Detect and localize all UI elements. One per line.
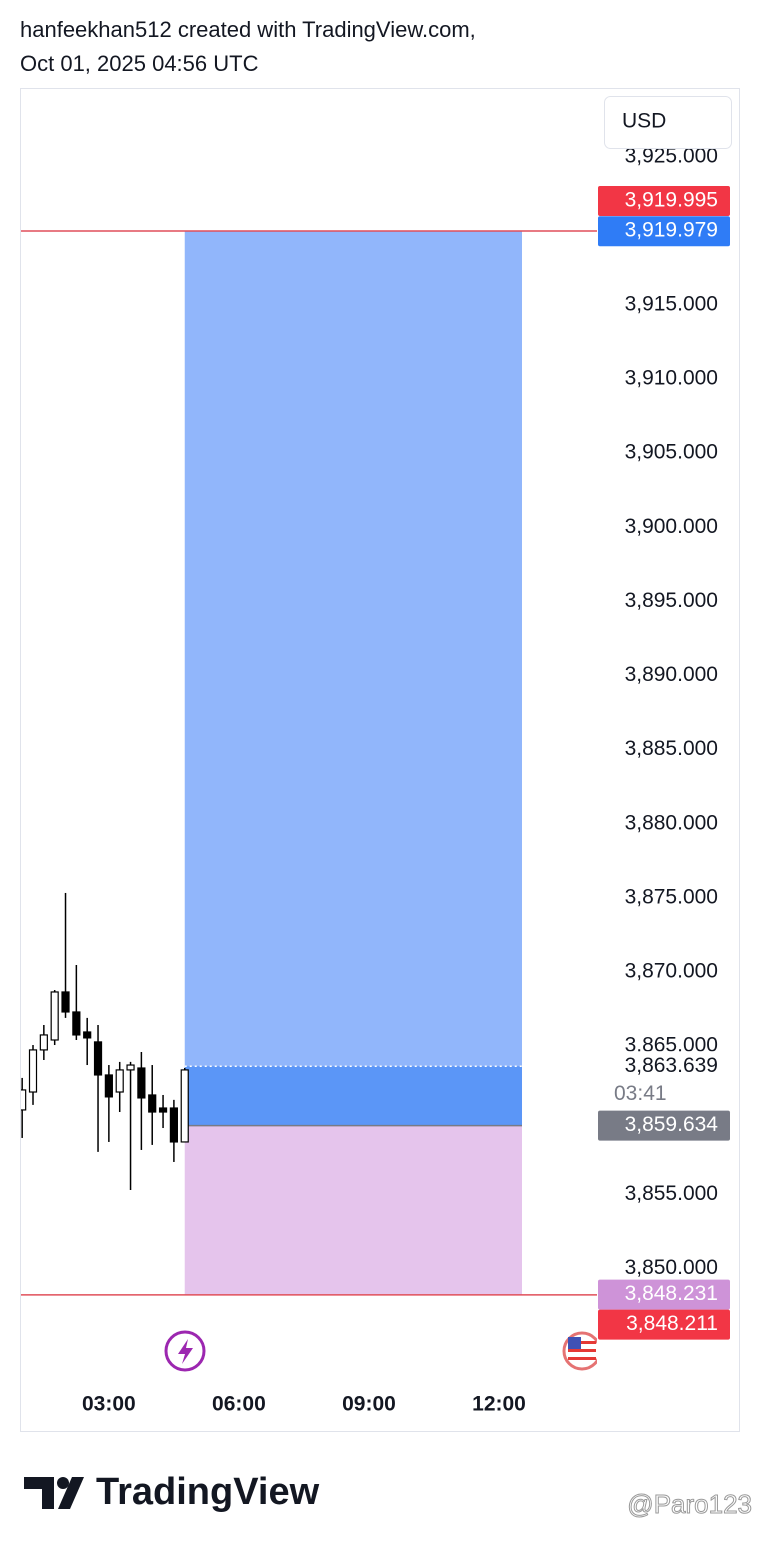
price-label-bg [598,216,730,247]
price-label-text: 3,919.995 [625,188,718,211]
x-tick-label: 03:00 [82,1393,136,1416]
events-icon[interactable] [164,1330,206,1372]
currency-box[interactable] [604,96,732,149]
candle-body [169,1107,178,1143]
candle-body [180,1069,189,1143]
watermark: @Paro123 [627,1489,752,1519]
candle-body [28,1049,38,1093]
price-label: 3,848.211 [598,1309,730,1340]
y-tick-label: 3,855.000 [625,1182,718,1205]
price-label: 3,863.639 [598,1051,730,1082]
price-label-text: 3,863.639 [625,1054,718,1077]
price-label-text: 3,919.979 [625,219,718,242]
candle-body [148,1094,157,1113]
currency-button[interactable]: USD [604,96,732,149]
logo: TradingView [24,1471,320,1513]
y-tick-label: 3,880.000 [625,811,718,834]
target-zone [184,231,523,1126]
candle-body [72,1011,81,1036]
price-label-bg [598,1309,730,1340]
candle-body [104,1074,113,1098]
candle-body [137,1067,146,1099]
price-label-text: 3,848.211 [626,1312,718,1335]
price-label: 3,848.231 [598,1279,730,1310]
country-flag-icon[interactable] [562,1331,600,1371]
y-tick-label: 3,915.000 [625,293,718,316]
price-label-bg [598,1051,730,1082]
price-label: 3,859.634 [598,1110,730,1141]
currency-label[interactable]: USD [622,110,666,133]
plot-area [21,230,597,1296]
price-scale: 3,850.000 3,855.000 3,865.000 3,870.000 3,87… [625,144,718,1279]
candle-body [39,1034,48,1051]
price-label-bg [598,185,730,216]
candle-body [93,1041,103,1076]
price-label: 3,919.995 [598,185,730,216]
logo-text: TradingView [96,1471,320,1513]
time-axis: 03:00 06:00 09:00 12:00 [82,1393,526,1416]
candle-body [83,1031,92,1039]
candle-body [126,1064,135,1071]
y-tick-label: 3,865.000 [625,1034,718,1057]
x-tick-label: 12:00 [472,1393,526,1416]
price-scale-overlay: 3,919.995 3,919.979 3,863.639 03:41 3,859.63… [598,185,730,1340]
y-tick-label: 3,850.000 [625,1256,718,1279]
header-line: Oct 01, 2025 04:56 UTC [20,51,259,76]
candle-body [115,1069,124,1093]
price-label-bg [598,1279,730,1310]
x-tick-label: 06:00 [212,1393,266,1416]
stop-zone [184,1125,523,1295]
y-tick-label: 3,885.000 [625,737,718,760]
candle-body [158,1107,168,1113]
y-tick-label: 3,910.000 [625,367,718,390]
price-label-text: 3,848.231 [625,1282,718,1305]
x-tick-label: 09:00 [342,1393,396,1416]
countdown: 03:41 [614,1082,667,1105]
y-tick-label: 3,925.000 [625,144,718,167]
y-tick-label: 3,870.000 [625,959,718,982]
price-label: 3,919.979 [598,216,730,247]
y-tick-label: 3,895.000 [625,589,718,612]
y-tick-label: 3,905.000 [625,441,718,464]
price-label-text: 3,859.634 [625,1113,719,1136]
candle-body [50,991,59,1041]
header-line: hanfeekhan512 created with TradingView.c… [20,17,476,42]
candle-body [21,1089,27,1111]
y-tick-label: 3,890.000 [625,663,718,686]
y-tick-label: 3,875.000 [625,885,718,908]
price-moved-zone [184,1066,523,1126]
y-tick-label: 3,900.000 [625,515,718,538]
price-label-bg [598,1110,730,1141]
candle-body [61,991,70,1013]
